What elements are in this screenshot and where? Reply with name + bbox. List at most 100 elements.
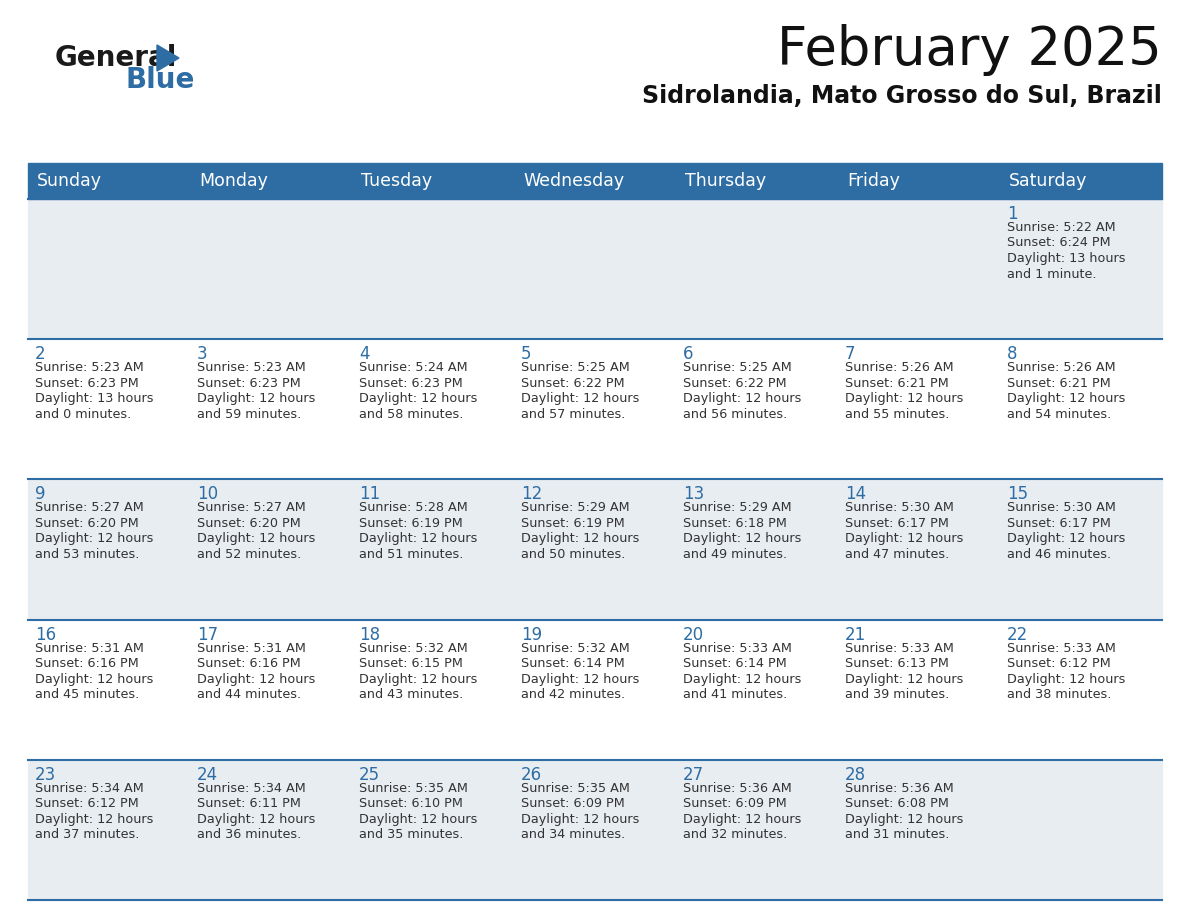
- Text: Daylight: 12 hours: Daylight: 12 hours: [845, 812, 963, 826]
- Text: General: General: [55, 44, 177, 72]
- Text: Sunset: 6:21 PM: Sunset: 6:21 PM: [1007, 376, 1111, 390]
- Text: 20: 20: [683, 625, 704, 644]
- Text: and 51 minutes.: and 51 minutes.: [359, 548, 463, 561]
- Text: Sunrise: 5:26 AM: Sunrise: 5:26 AM: [1007, 361, 1116, 375]
- Text: Sunset: 6:15 PM: Sunset: 6:15 PM: [359, 657, 463, 670]
- Text: Sunrise: 5:25 AM: Sunrise: 5:25 AM: [683, 361, 791, 375]
- Polygon shape: [157, 45, 179, 71]
- Text: Sunrise: 5:26 AM: Sunrise: 5:26 AM: [845, 361, 954, 375]
- Text: Daylight: 12 hours: Daylight: 12 hours: [1007, 392, 1125, 405]
- Text: Daylight: 12 hours: Daylight: 12 hours: [522, 812, 639, 826]
- Text: Daylight: 12 hours: Daylight: 12 hours: [683, 673, 802, 686]
- Text: and 37 minutes.: and 37 minutes.: [34, 828, 139, 841]
- Text: and 56 minutes.: and 56 minutes.: [683, 408, 788, 420]
- Text: Sunset: 6:19 PM: Sunset: 6:19 PM: [522, 517, 625, 530]
- Text: Sunset: 6:17 PM: Sunset: 6:17 PM: [1007, 517, 1111, 530]
- Text: Monday: Monday: [200, 172, 267, 190]
- Text: 14: 14: [845, 486, 866, 503]
- Text: 18: 18: [359, 625, 380, 644]
- Text: and 42 minutes.: and 42 minutes.: [522, 688, 625, 701]
- Text: and 31 minutes.: and 31 minutes.: [845, 828, 949, 841]
- Text: Sunset: 6:12 PM: Sunset: 6:12 PM: [34, 798, 139, 811]
- Text: Daylight: 12 hours: Daylight: 12 hours: [359, 812, 478, 826]
- Text: Sunrise: 5:33 AM: Sunrise: 5:33 AM: [845, 642, 954, 655]
- Text: Daylight: 12 hours: Daylight: 12 hours: [197, 532, 315, 545]
- Text: 19: 19: [522, 625, 542, 644]
- Text: 21: 21: [845, 625, 866, 644]
- Text: 16: 16: [34, 625, 56, 644]
- Text: Blue: Blue: [125, 66, 195, 94]
- Text: Sunset: 6:11 PM: Sunset: 6:11 PM: [197, 798, 301, 811]
- Text: Daylight: 12 hours: Daylight: 12 hours: [34, 673, 153, 686]
- Text: and 34 minutes.: and 34 minutes.: [522, 828, 625, 841]
- Text: Daylight: 12 hours: Daylight: 12 hours: [197, 673, 315, 686]
- Text: and 59 minutes.: and 59 minutes.: [197, 408, 302, 420]
- Text: Sunrise: 5:28 AM: Sunrise: 5:28 AM: [359, 501, 468, 514]
- Bar: [29, 760, 1162, 900]
- Text: Sunrise: 5:33 AM: Sunrise: 5:33 AM: [683, 642, 792, 655]
- Text: Daylight: 12 hours: Daylight: 12 hours: [1007, 532, 1125, 545]
- Text: and 0 minutes.: and 0 minutes.: [34, 408, 131, 420]
- Text: 4: 4: [359, 345, 369, 364]
- Text: Wednesday: Wednesday: [523, 172, 624, 190]
- Text: and 36 minutes.: and 36 minutes.: [197, 828, 302, 841]
- Text: Daylight: 12 hours: Daylight: 12 hours: [845, 673, 963, 686]
- Text: Daylight: 12 hours: Daylight: 12 hours: [683, 392, 802, 405]
- Text: and 41 minutes.: and 41 minutes.: [683, 688, 788, 701]
- Text: Sunrise: 5:34 AM: Sunrise: 5:34 AM: [34, 782, 144, 795]
- Text: and 53 minutes.: and 53 minutes.: [34, 548, 139, 561]
- Text: Sunset: 6:13 PM: Sunset: 6:13 PM: [845, 657, 949, 670]
- Text: Daylight: 13 hours: Daylight: 13 hours: [1007, 252, 1125, 265]
- Text: and 46 minutes.: and 46 minutes.: [1007, 548, 1111, 561]
- Text: Sunset: 6:24 PM: Sunset: 6:24 PM: [1007, 237, 1111, 250]
- Text: Saturday: Saturday: [1009, 172, 1087, 190]
- Text: 23: 23: [34, 766, 56, 784]
- Text: Sunset: 6:09 PM: Sunset: 6:09 PM: [683, 798, 786, 811]
- Text: 7: 7: [845, 345, 855, 364]
- Text: Sunset: 6:10 PM: Sunset: 6:10 PM: [359, 798, 463, 811]
- Text: Sunset: 6:14 PM: Sunset: 6:14 PM: [522, 657, 625, 670]
- Text: and 45 minutes.: and 45 minutes.: [34, 688, 139, 701]
- Text: Sunset: 6:19 PM: Sunset: 6:19 PM: [359, 517, 463, 530]
- Text: Sunrise: 5:34 AM: Sunrise: 5:34 AM: [197, 782, 305, 795]
- Text: Sunrise: 5:29 AM: Sunrise: 5:29 AM: [522, 501, 630, 514]
- Text: Tuesday: Tuesday: [361, 172, 432, 190]
- Text: 11: 11: [359, 486, 380, 503]
- Text: Sunrise: 5:25 AM: Sunrise: 5:25 AM: [522, 361, 630, 375]
- Text: Sunset: 6:23 PM: Sunset: 6:23 PM: [197, 376, 301, 390]
- Text: Sunset: 6:14 PM: Sunset: 6:14 PM: [683, 657, 786, 670]
- Text: 15: 15: [1007, 486, 1028, 503]
- Text: Daylight: 12 hours: Daylight: 12 hours: [683, 532, 802, 545]
- Text: Sunrise: 5:31 AM: Sunrise: 5:31 AM: [197, 642, 305, 655]
- Text: 25: 25: [359, 766, 380, 784]
- Bar: [29, 199, 1162, 339]
- Text: 22: 22: [1007, 625, 1029, 644]
- Text: February 2025: February 2025: [777, 24, 1162, 76]
- Text: 27: 27: [683, 766, 704, 784]
- Text: Sunday: Sunday: [37, 172, 102, 190]
- Text: and 43 minutes.: and 43 minutes.: [359, 688, 463, 701]
- Text: Sunset: 6:12 PM: Sunset: 6:12 PM: [1007, 657, 1111, 670]
- Text: and 52 minutes.: and 52 minutes.: [197, 548, 302, 561]
- Text: 13: 13: [683, 486, 704, 503]
- Text: Sunset: 6:20 PM: Sunset: 6:20 PM: [34, 517, 139, 530]
- Text: Sunrise: 5:33 AM: Sunrise: 5:33 AM: [1007, 642, 1116, 655]
- Text: 6: 6: [683, 345, 694, 364]
- Text: Sunrise: 5:36 AM: Sunrise: 5:36 AM: [683, 782, 791, 795]
- Text: Sunrise: 5:36 AM: Sunrise: 5:36 AM: [845, 782, 954, 795]
- Text: Sunrise: 5:35 AM: Sunrise: 5:35 AM: [359, 782, 468, 795]
- Text: Daylight: 12 hours: Daylight: 12 hours: [359, 673, 478, 686]
- Text: Thursday: Thursday: [685, 172, 766, 190]
- Text: 1: 1: [1007, 205, 1018, 223]
- Text: 12: 12: [522, 486, 542, 503]
- Text: and 55 minutes.: and 55 minutes.: [845, 408, 949, 420]
- Text: Daylight: 12 hours: Daylight: 12 hours: [197, 392, 315, 405]
- Text: Sunset: 6:20 PM: Sunset: 6:20 PM: [197, 517, 301, 530]
- Text: Sunrise: 5:23 AM: Sunrise: 5:23 AM: [34, 361, 144, 375]
- Text: Daylight: 12 hours: Daylight: 12 hours: [359, 392, 478, 405]
- Text: Sunrise: 5:32 AM: Sunrise: 5:32 AM: [522, 642, 630, 655]
- Text: Daylight: 12 hours: Daylight: 12 hours: [1007, 673, 1125, 686]
- Text: 26: 26: [522, 766, 542, 784]
- Text: Sunset: 6:16 PM: Sunset: 6:16 PM: [34, 657, 139, 670]
- Text: Daylight: 12 hours: Daylight: 12 hours: [34, 812, 153, 826]
